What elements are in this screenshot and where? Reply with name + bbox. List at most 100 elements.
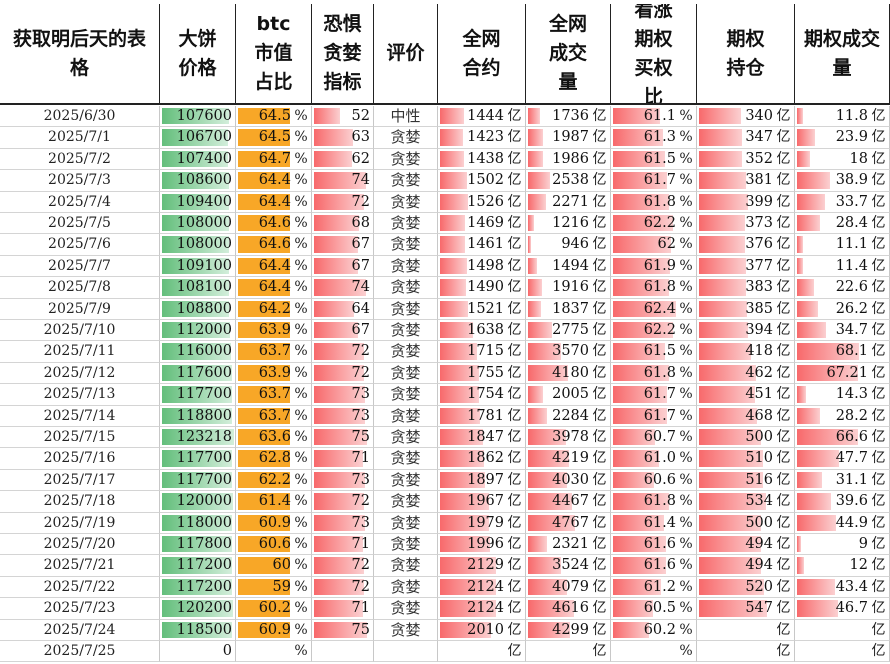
call-ratio-cell[interactable]: 62.2% (611, 213, 697, 235)
btc-share-cell[interactable]: 63.7% (236, 341, 312, 363)
option-volume-cell[interactable]: 34.7 亿 (795, 320, 890, 342)
call-ratio-cell[interactable]: 60.6% (611, 469, 697, 492)
price-cell[interactable]: 117600 (160, 362, 236, 385)
fear-greed-cell[interactable] (312, 641, 374, 663)
volume-cell[interactable]: 2775 亿 (526, 320, 611, 342)
date-cell[interactable]: 2025/6/30 (0, 106, 160, 128)
date-cell[interactable]: 2025/7/2 (0, 148, 160, 171)
call-ratio-cell[interactable]: 60.7% (611, 427, 697, 449)
contracts-cell[interactable]: 1502 亿 (438, 170, 526, 192)
price-cell[interactable]: 112000 (160, 320, 236, 342)
contracts-cell[interactable]: 2124 亿 (438, 598, 526, 620)
price-cell[interactable]: 117700 (160, 448, 236, 470)
price-cell[interactable]: 117700 (160, 469, 236, 492)
option-oi-cell[interactable]: 381 亿 (697, 170, 795, 192)
contracts-cell[interactable]: 1526 亿 (438, 191, 526, 213)
option-oi-cell[interactable]: 383 亿 (697, 277, 795, 299)
contracts-cell[interactable]: 1755 亿 (438, 362, 526, 385)
volume-cell[interactable]: 1837 亿 (526, 298, 611, 320)
evaluation-cell[interactable]: 贪婪 (374, 512, 438, 534)
option-oi-cell[interactable]: 451 亿 (697, 384, 795, 406)
call-ratio-cell[interactable]: 61.0% (611, 448, 697, 470)
volume-cell[interactable]: 1736 亿 (526, 106, 611, 128)
btc-share-cell[interactable]: 63.9% (236, 362, 312, 385)
evaluation-cell[interactable]: 贪婪 (374, 234, 438, 256)
contracts-cell[interactable]: 1897 亿 (438, 469, 526, 492)
contracts-cell[interactable]: 1862 亿 (438, 448, 526, 470)
btc-share-cell[interactable]: 62.8% (236, 448, 312, 470)
evaluation-cell[interactable]: 贪婪 (374, 255, 438, 278)
btc-share-cell[interactable]: 64.4% (236, 255, 312, 278)
volume-cell[interactable]: 2271 亿 (526, 191, 611, 213)
contracts-cell[interactable]: 1521 亿 (438, 298, 526, 320)
fear-greed-cell[interactable]: 73 (312, 469, 374, 492)
evaluation-cell[interactable]: 贪婪 (374, 170, 438, 192)
evaluation-cell[interactable]: 贪婪 (374, 213, 438, 235)
btc-share-cell[interactable]: 64.4% (236, 191, 312, 213)
volume-cell[interactable]: 2538 亿 (526, 170, 611, 192)
option-volume-cell[interactable]: 68.1 亿 (795, 341, 890, 363)
fear-greed-cell[interactable]: 52 (312, 106, 374, 128)
option-volume-cell[interactable]: 28.2 亿 (795, 405, 890, 427)
price-cell[interactable]: 107400 (160, 148, 236, 171)
btc-share-cell[interactable]: 64.5% (236, 106, 312, 128)
option-oi-cell[interactable]: 亿 (697, 641, 795, 663)
contracts-cell[interactable]: 2010 亿 (438, 619, 526, 641)
btc-share-cell[interactable]: 64.5% (236, 127, 312, 149)
option-volume-cell[interactable]: 14.3 亿 (795, 384, 890, 406)
price-cell[interactable]: 118800 (160, 405, 236, 427)
option-volume-cell[interactable]: 11.1 亿 (795, 234, 890, 256)
option-volume-cell[interactable]: 66.6 亿 (795, 427, 890, 449)
btc-share-cell[interactable]: 60.6% (236, 534, 312, 556)
volume-cell[interactable]: 2005 亿 (526, 384, 611, 406)
btc-share-cell[interactable]: 60% (236, 555, 312, 577)
contracts-cell[interactable]: 1498 亿 (438, 255, 526, 278)
option-oi-cell[interactable]: 462 亿 (697, 362, 795, 385)
evaluation-cell[interactable]: 贪婪 (374, 405, 438, 427)
option-oi-cell[interactable]: 352 亿 (697, 148, 795, 171)
price-cell[interactable]: 108000 (160, 213, 236, 235)
price-cell[interactable]: 109400 (160, 191, 236, 213)
contracts-cell[interactable]: 亿 (438, 641, 526, 663)
call-ratio-cell[interactable]: 61.1% (611, 106, 697, 128)
evaluation-cell[interactable]: 贪婪 (374, 191, 438, 213)
btc-share-cell[interactable]: 60.9% (236, 512, 312, 534)
fear-greed-cell[interactable]: 67 (312, 255, 374, 278)
fear-greed-cell[interactable]: 62 (312, 148, 374, 171)
price-cell[interactable]: 117200 (160, 555, 236, 577)
volume-cell[interactable]: 3524 亿 (526, 555, 611, 577)
fear-greed-cell[interactable]: 73 (312, 512, 374, 534)
evaluation-cell[interactable]: 贪婪 (374, 491, 438, 513)
evaluation-cell[interactable]: 贪婪 (374, 619, 438, 641)
option-oi-cell[interactable]: 340 亿 (697, 106, 795, 128)
evaluation-cell[interactable]: 贪婪 (374, 598, 438, 620)
btc-share-cell[interactable]: 64.7% (236, 148, 312, 171)
date-cell[interactable]: 2025/7/9 (0, 298, 160, 320)
date-cell[interactable]: 2025/7/12 (0, 362, 160, 385)
price-cell[interactable]: 108800 (160, 298, 236, 320)
volume-cell[interactable]: 1986 亿 (526, 148, 611, 171)
btc-share-cell[interactable]: 64.4% (236, 277, 312, 299)
volume-cell[interactable]: 1216 亿 (526, 213, 611, 235)
header-fear[interactable]: 恐惧 贪婪 指标 (312, 4, 374, 105)
option-volume-cell[interactable]: 11.8 亿 (795, 106, 890, 128)
price-cell[interactable]: 107600 (160, 106, 236, 128)
date-cell[interactable]: 2025/7/21 (0, 555, 160, 577)
option-volume-cell[interactable]: 47.7 亿 (795, 448, 890, 470)
fear-greed-cell[interactable]: 68 (312, 213, 374, 235)
fear-greed-cell[interactable]: 72 (312, 555, 374, 577)
price-cell[interactable]: 117800 (160, 534, 236, 556)
btc-share-cell[interactable]: % (236, 641, 312, 663)
evaluation-cell[interactable]: 贪婪 (374, 469, 438, 492)
btc-share-cell[interactable]: 60.2% (236, 598, 312, 620)
date-cell[interactable]: 2025/7/18 (0, 491, 160, 513)
fear-greed-cell[interactable]: 73 (312, 384, 374, 406)
price-cell[interactable]: 118500 (160, 619, 236, 641)
date-cell[interactable]: 2025/7/10 (0, 320, 160, 342)
header-opt_oi[interactable]: 期权 持仓 (697, 4, 795, 105)
contracts-cell[interactable]: 1461 亿 (438, 234, 526, 256)
header-callratio[interactable]: 看涨 期权 买权比 (611, 4, 697, 105)
call-ratio-cell[interactable]: 61.8% (611, 362, 697, 385)
option-oi-cell[interactable]: 494 亿 (697, 534, 795, 556)
option-volume-cell[interactable]: 31.1 亿 (795, 469, 890, 492)
